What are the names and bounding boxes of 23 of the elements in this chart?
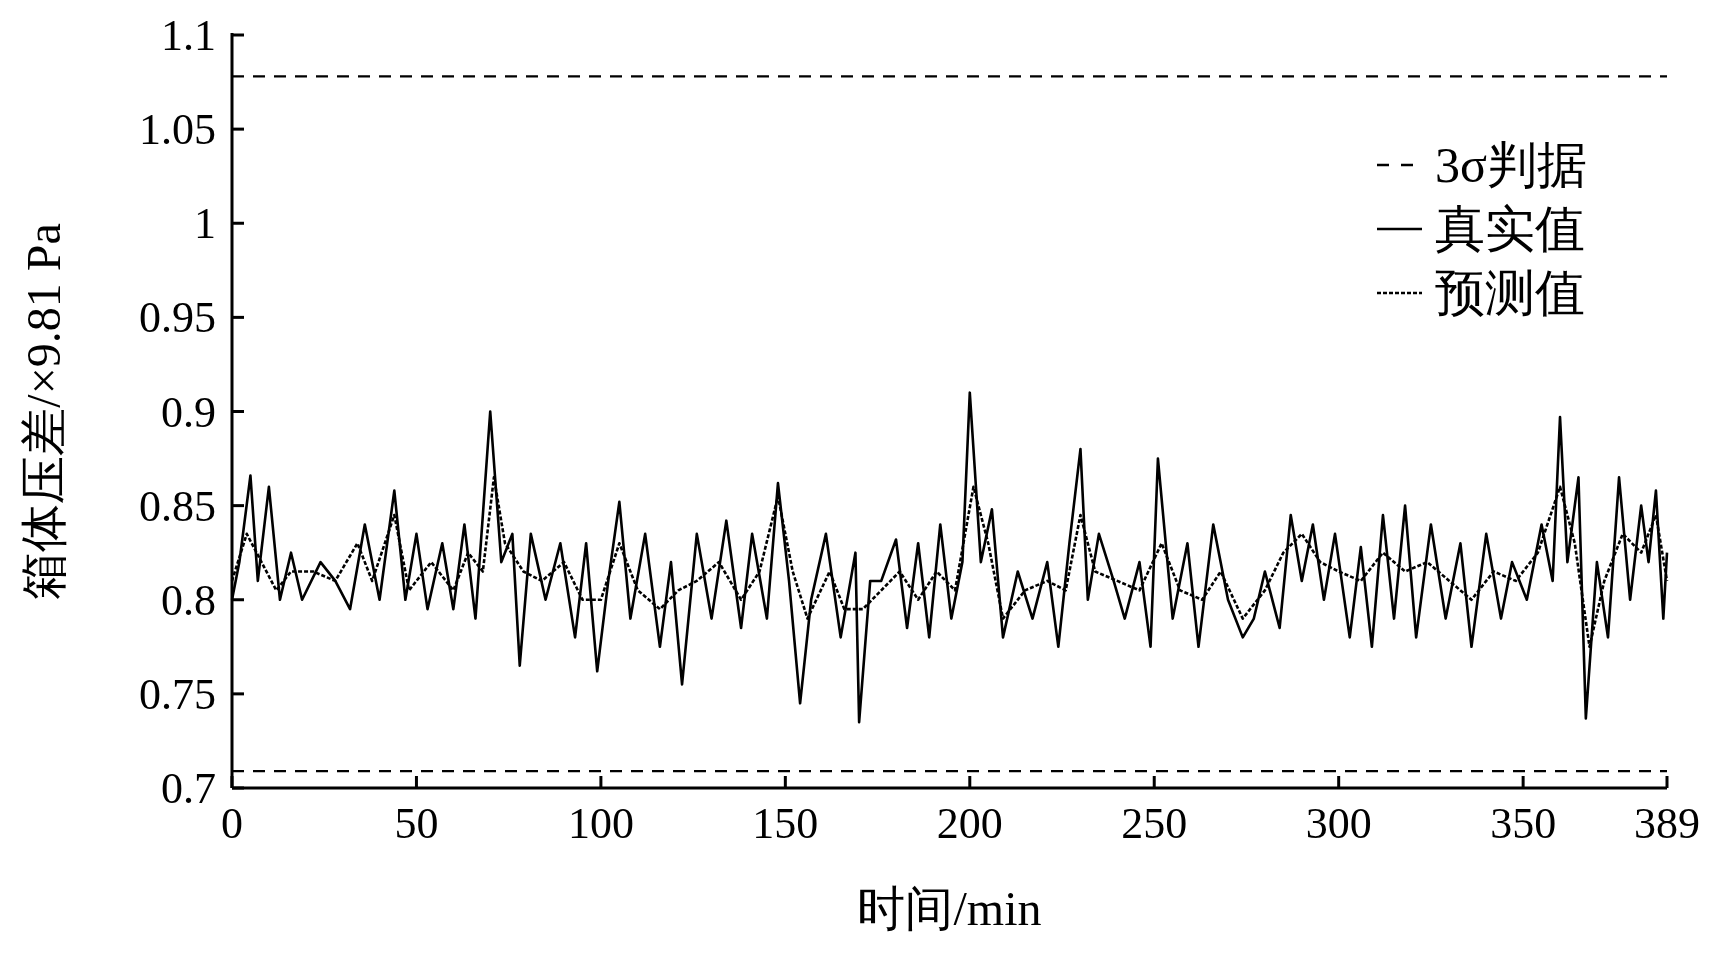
x-tick-label: 350 (1490, 799, 1557, 848)
x-tick-label: 150 (752, 799, 819, 848)
x-tick-label: 389 (1634, 799, 1700, 848)
legend-label: 真实值 (1435, 201, 1585, 257)
y-tick-label: 0.9 (161, 387, 216, 437)
legend-label: 3σ判据 (1435, 137, 1587, 193)
y-axis-title: 箱体压差/×9.81 Pa (17, 223, 70, 600)
y-tick-label: 0.7 (161, 764, 216, 813)
y-tick-label: 0.8 (161, 575, 216, 625)
y-tick-label: 1.05 (139, 105, 216, 155)
x-tick-label: 100 (567, 799, 634, 848)
x-tick-label: 0 (221, 799, 243, 848)
x-tick-label: 200 (936, 799, 1003, 848)
x-tick-label: 50 (394, 799, 439, 848)
y-tick-label: 0.85 (139, 481, 216, 531)
x-tick-label: 250 (1121, 799, 1188, 848)
y-tick-label: 1 (194, 199, 216, 249)
y-tick-label: 0.95 (139, 293, 216, 343)
legend-label: 预测值 (1435, 265, 1585, 321)
y-tick-label: 0.75 (139, 669, 216, 719)
y-tick-label: 1.1 (161, 11, 216, 60)
x-axis-title: 时间/min (857, 882, 1042, 935)
x-tick-label: 300 (1305, 799, 1372, 848)
